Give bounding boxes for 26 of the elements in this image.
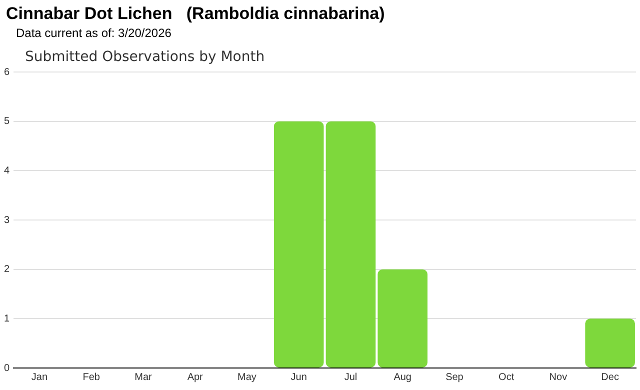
bar [378,269,428,368]
y-tick-label: 0 [4,362,10,374]
x-tick-label: Jun [290,372,307,383]
bar [274,121,324,368]
x-tick-label: Oct [498,372,514,383]
text: Submitted Observations by Month [25,49,265,65]
x-tick-label: Sep [446,372,464,383]
y-tick-label: 2 [4,264,10,276]
y-tick-label: 4 [4,165,10,176]
y-tick-label: 6 [4,66,10,78]
y-tick-label: 5 [4,116,10,128]
y-tick-label: 1 [4,313,10,324]
bar [326,121,376,368]
x-tick-label: Dec [601,372,619,383]
x-tick-label: Feb [82,372,100,383]
x-tick-label: Jan [31,372,48,383]
x-tick-label: Aug [394,372,412,383]
chart-subtitle: Data current as of: 3/20/2026 [16,26,172,40]
x-tick-label: Nov [549,372,568,383]
chart-title: Cinnabar Dot Lichen (Ramboldia cinnabarina) [6,4,385,24]
x-tick-label: Apr [187,372,204,383]
x-tick-label: May [238,372,256,383]
x-tick-label: Mar [134,372,153,383]
x-tick-label: Jul [344,372,358,383]
y-tick-label: 3 [4,214,10,226]
bar [585,318,635,368]
